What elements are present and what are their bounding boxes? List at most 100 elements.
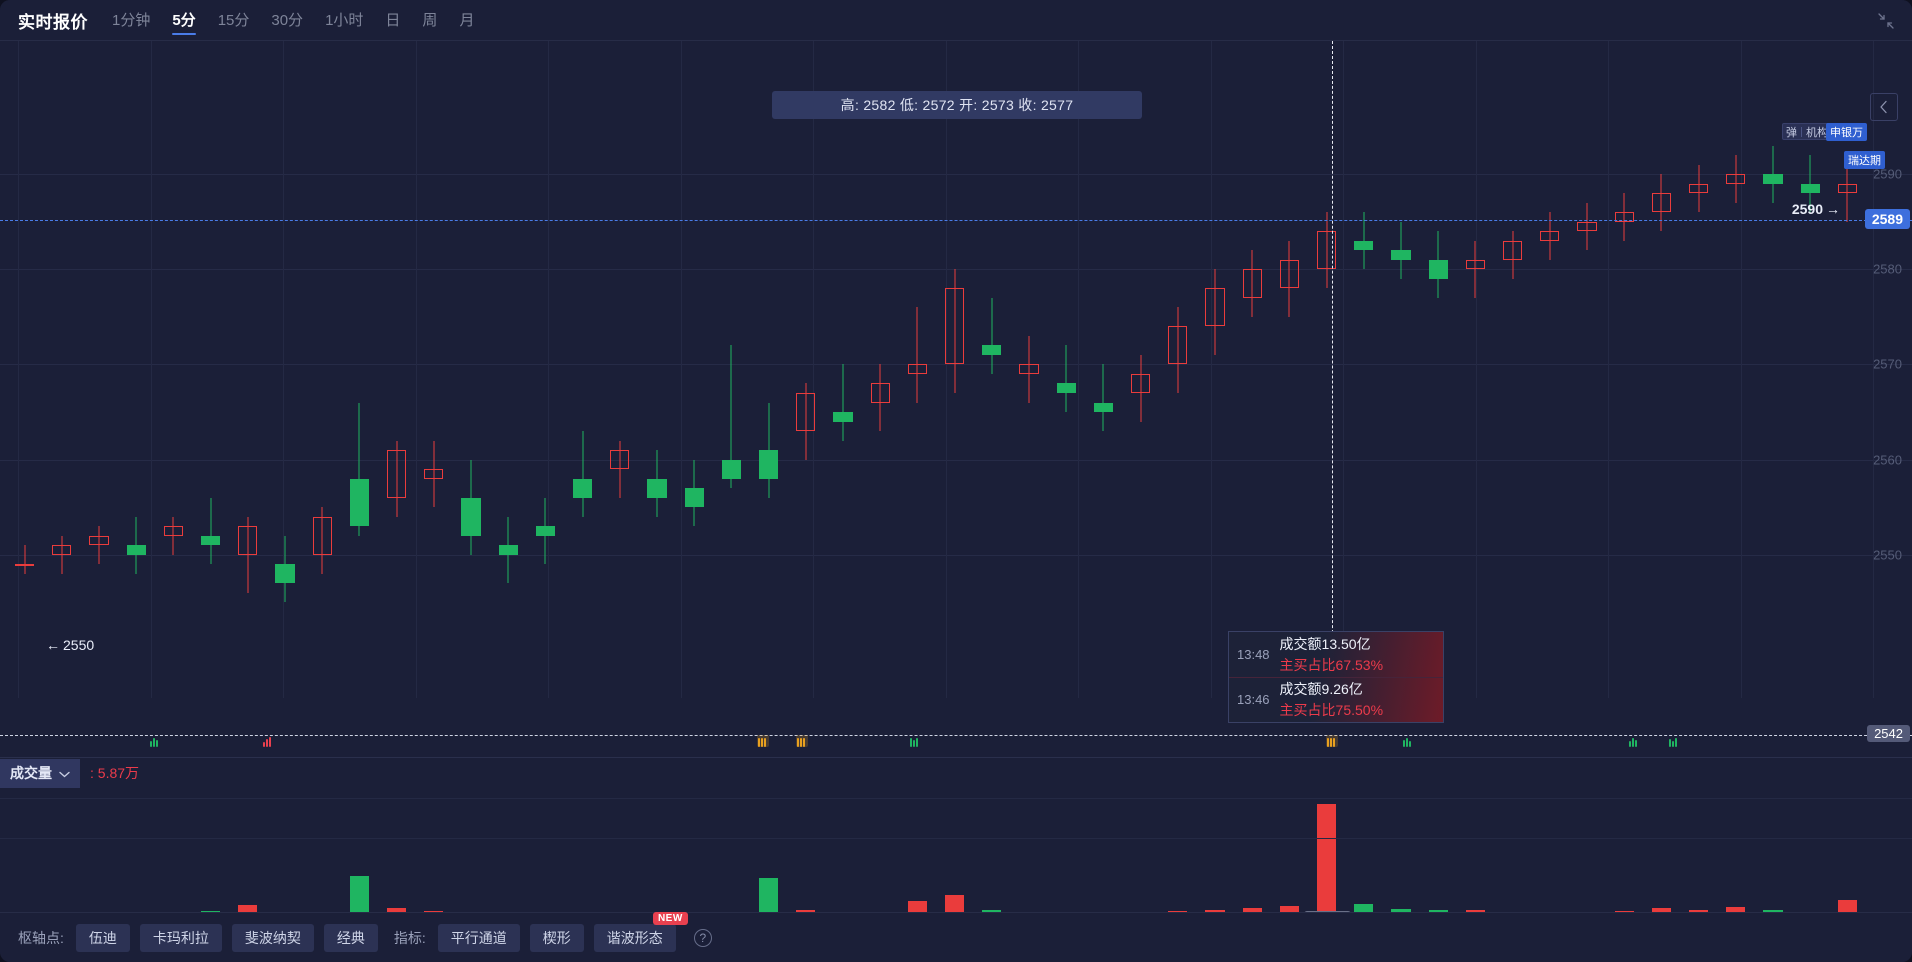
candle — [1093, 364, 1114, 432]
candle-body — [721, 459, 742, 479]
signal-marker-icon[interactable] — [796, 735, 808, 751]
candle-body — [907, 364, 928, 374]
timeframe-tab-0[interactable]: 1分钟 — [112, 11, 151, 29]
timeframe-tab-3[interactable]: 30分 — [271, 11, 304, 29]
chevron-down-icon — [59, 765, 70, 781]
tooltip-row-1: 13:46 成交额9.26亿 主买占比75.50% — [1229, 676, 1443, 723]
candle-body — [1800, 183, 1820, 194]
tooltip-amount: 成交额13.50亿 — [1279, 635, 1371, 652]
candle-body — [386, 450, 407, 498]
candle-wick — [1474, 240, 1476, 298]
question-mark-icon[interactable]: ? — [693, 928, 712, 947]
signal-marker-icon[interactable] — [262, 735, 274, 751]
chip-group-left[interactable]: 弹 机构 — [1782, 123, 1832, 140]
candle-wick — [619, 440, 621, 498]
scroll-left-button[interactable] — [1870, 93, 1898, 121]
indicator-button-0[interactable]: 平行通道 — [437, 923, 520, 952]
timeframe-tabs: 1分钟 5分 15分 30分 1小时 日 周 月 — [112, 0, 474, 41]
gridline-v-14 — [1873, 41, 1874, 698]
signal-marker-icon[interactable] — [1668, 735, 1680, 751]
broker-chip-1[interactable]: 申银万 — [1826, 123, 1867, 141]
indicator-button-label: 谐波形态 — [606, 929, 663, 946]
candle-wick — [321, 507, 323, 574]
candle-body — [14, 564, 35, 567]
candle-body — [1726, 174, 1746, 184]
candle-body — [1279, 259, 1300, 289]
indicator-button-label: 平行通道 — [450, 929, 507, 946]
candle-wick — [1028, 335, 1030, 403]
candle-wick — [1512, 231, 1514, 279]
volume-header: 成交量 : 5.87万 — [0, 758, 139, 788]
volume-bar — [349, 875, 370, 922]
broker-chip-2[interactable]: 瑞达期 — [1844, 151, 1885, 169]
timeframe-tab-4[interactable]: 1小时 — [325, 11, 364, 29]
candle-body — [1168, 326, 1188, 365]
candle-body — [944, 288, 965, 365]
signal-marker-icon[interactable] — [149, 735, 161, 751]
chart-canvas[interactable]: 2590 2580 2570 2560 2550 2590 → ← 2550 高: 25… — [0, 41, 1912, 944]
candle — [1019, 335, 1039, 403]
last-price-line — [0, 220, 1912, 221]
candle-wick — [879, 364, 881, 432]
candle-body — [1130, 373, 1151, 393]
volume-detail-tooltip: 13:48 成交额13.50亿 主买占比67.53% 13:46 成交额9.26亿 主买占… — [1228, 631, 1444, 723]
volume-pane[interactable]: 成交量 : 5.87万 — [0, 757, 1912, 922]
candle-body — [1242, 269, 1262, 298]
candle-body — [1651, 193, 1672, 213]
timeframe-tab-7[interactable]: 月 — [459, 11, 475, 29]
last-price-badge: 2589 — [1864, 209, 1910, 229]
candle — [1242, 250, 1262, 317]
candle — [572, 431, 593, 517]
candle-body — [89, 535, 109, 546]
candle — [1168, 307, 1188, 393]
candle-body — [1428, 259, 1448, 279]
signal-marker-icon[interactable] — [1402, 735, 1414, 751]
timeframe-tab-6[interactable]: 周 — [422, 11, 438, 29]
gridline-v-11 — [1476, 41, 1477, 698]
candle — [1316, 212, 1337, 289]
candle-wick — [1177, 307, 1179, 393]
candle — [238, 516, 258, 593]
volume-bar — [1316, 804, 1337, 922]
candle-wick — [916, 307, 918, 403]
candle-wick — [1846, 164, 1848, 222]
pivot-button-1[interactable]: 卡玛利拉 — [139, 923, 222, 952]
signal-marker-icon[interactable] — [1326, 735, 1338, 751]
candle-wick — [1214, 269, 1216, 355]
pivot-button-0[interactable]: 伍迪 — [75, 923, 130, 952]
tooltip-time: 13:48 — [1237, 646, 1270, 662]
signal-marker-icon[interactable] — [757, 735, 769, 751]
candle-wick — [396, 440, 398, 517]
signal-marker-icon[interactable] — [909, 735, 921, 751]
candle-wick — [582, 431, 584, 517]
pivot-button-3[interactable]: 经典 — [323, 923, 378, 952]
candle-body — [461, 497, 481, 536]
candle-body — [870, 383, 890, 403]
price-pane[interactable]: 2590 2580 2570 2560 2550 2590 → ← 2550 高: 25… — [0, 41, 1912, 723]
candle-body — [535, 526, 556, 536]
candle-body — [52, 545, 72, 555]
candle — [1465, 240, 1486, 298]
candle — [833, 364, 853, 441]
indicator-button-1[interactable]: 楔形 — [529, 923, 584, 952]
timeframe-tab-1[interactable]: 5分 — [172, 0, 197, 41]
collapse-arrows-icon[interactable] — [1876, 11, 1896, 31]
indicator-label: 指标: — [393, 929, 426, 946]
price-marker-right-value: 2590 — [1791, 201, 1823, 217]
timeframe-tab-2[interactable]: 15分 — [217, 11, 250, 29]
indicator-button-2[interactable]: 谐波形态 NEW — [593, 911, 688, 952]
candle — [14, 545, 35, 574]
candle — [1763, 145, 1783, 203]
candle — [944, 269, 965, 393]
volume-indicator-select[interactable]: 成交量 — [0, 758, 80, 788]
gridline-v-2 — [283, 41, 284, 698]
signal-marker-strip[interactable] — [0, 735, 1912, 757]
volume-value: : 5.87万 — [90, 765, 140, 781]
candle-wick — [1140, 354, 1142, 422]
signal-marker-icon[interactable] — [1628, 735, 1640, 751]
candle-body — [1614, 212, 1634, 222]
chart-header: 实时报价 1分钟 5分 15分 30分 1小时 日 周 月 — [0, 0, 1912, 41]
timeframe-tab-5[interactable]: 日 — [385, 11, 401, 29]
pivot-button-2[interactable]: 斐波纳契 — [231, 923, 314, 952]
candle-wick — [1288, 240, 1290, 317]
